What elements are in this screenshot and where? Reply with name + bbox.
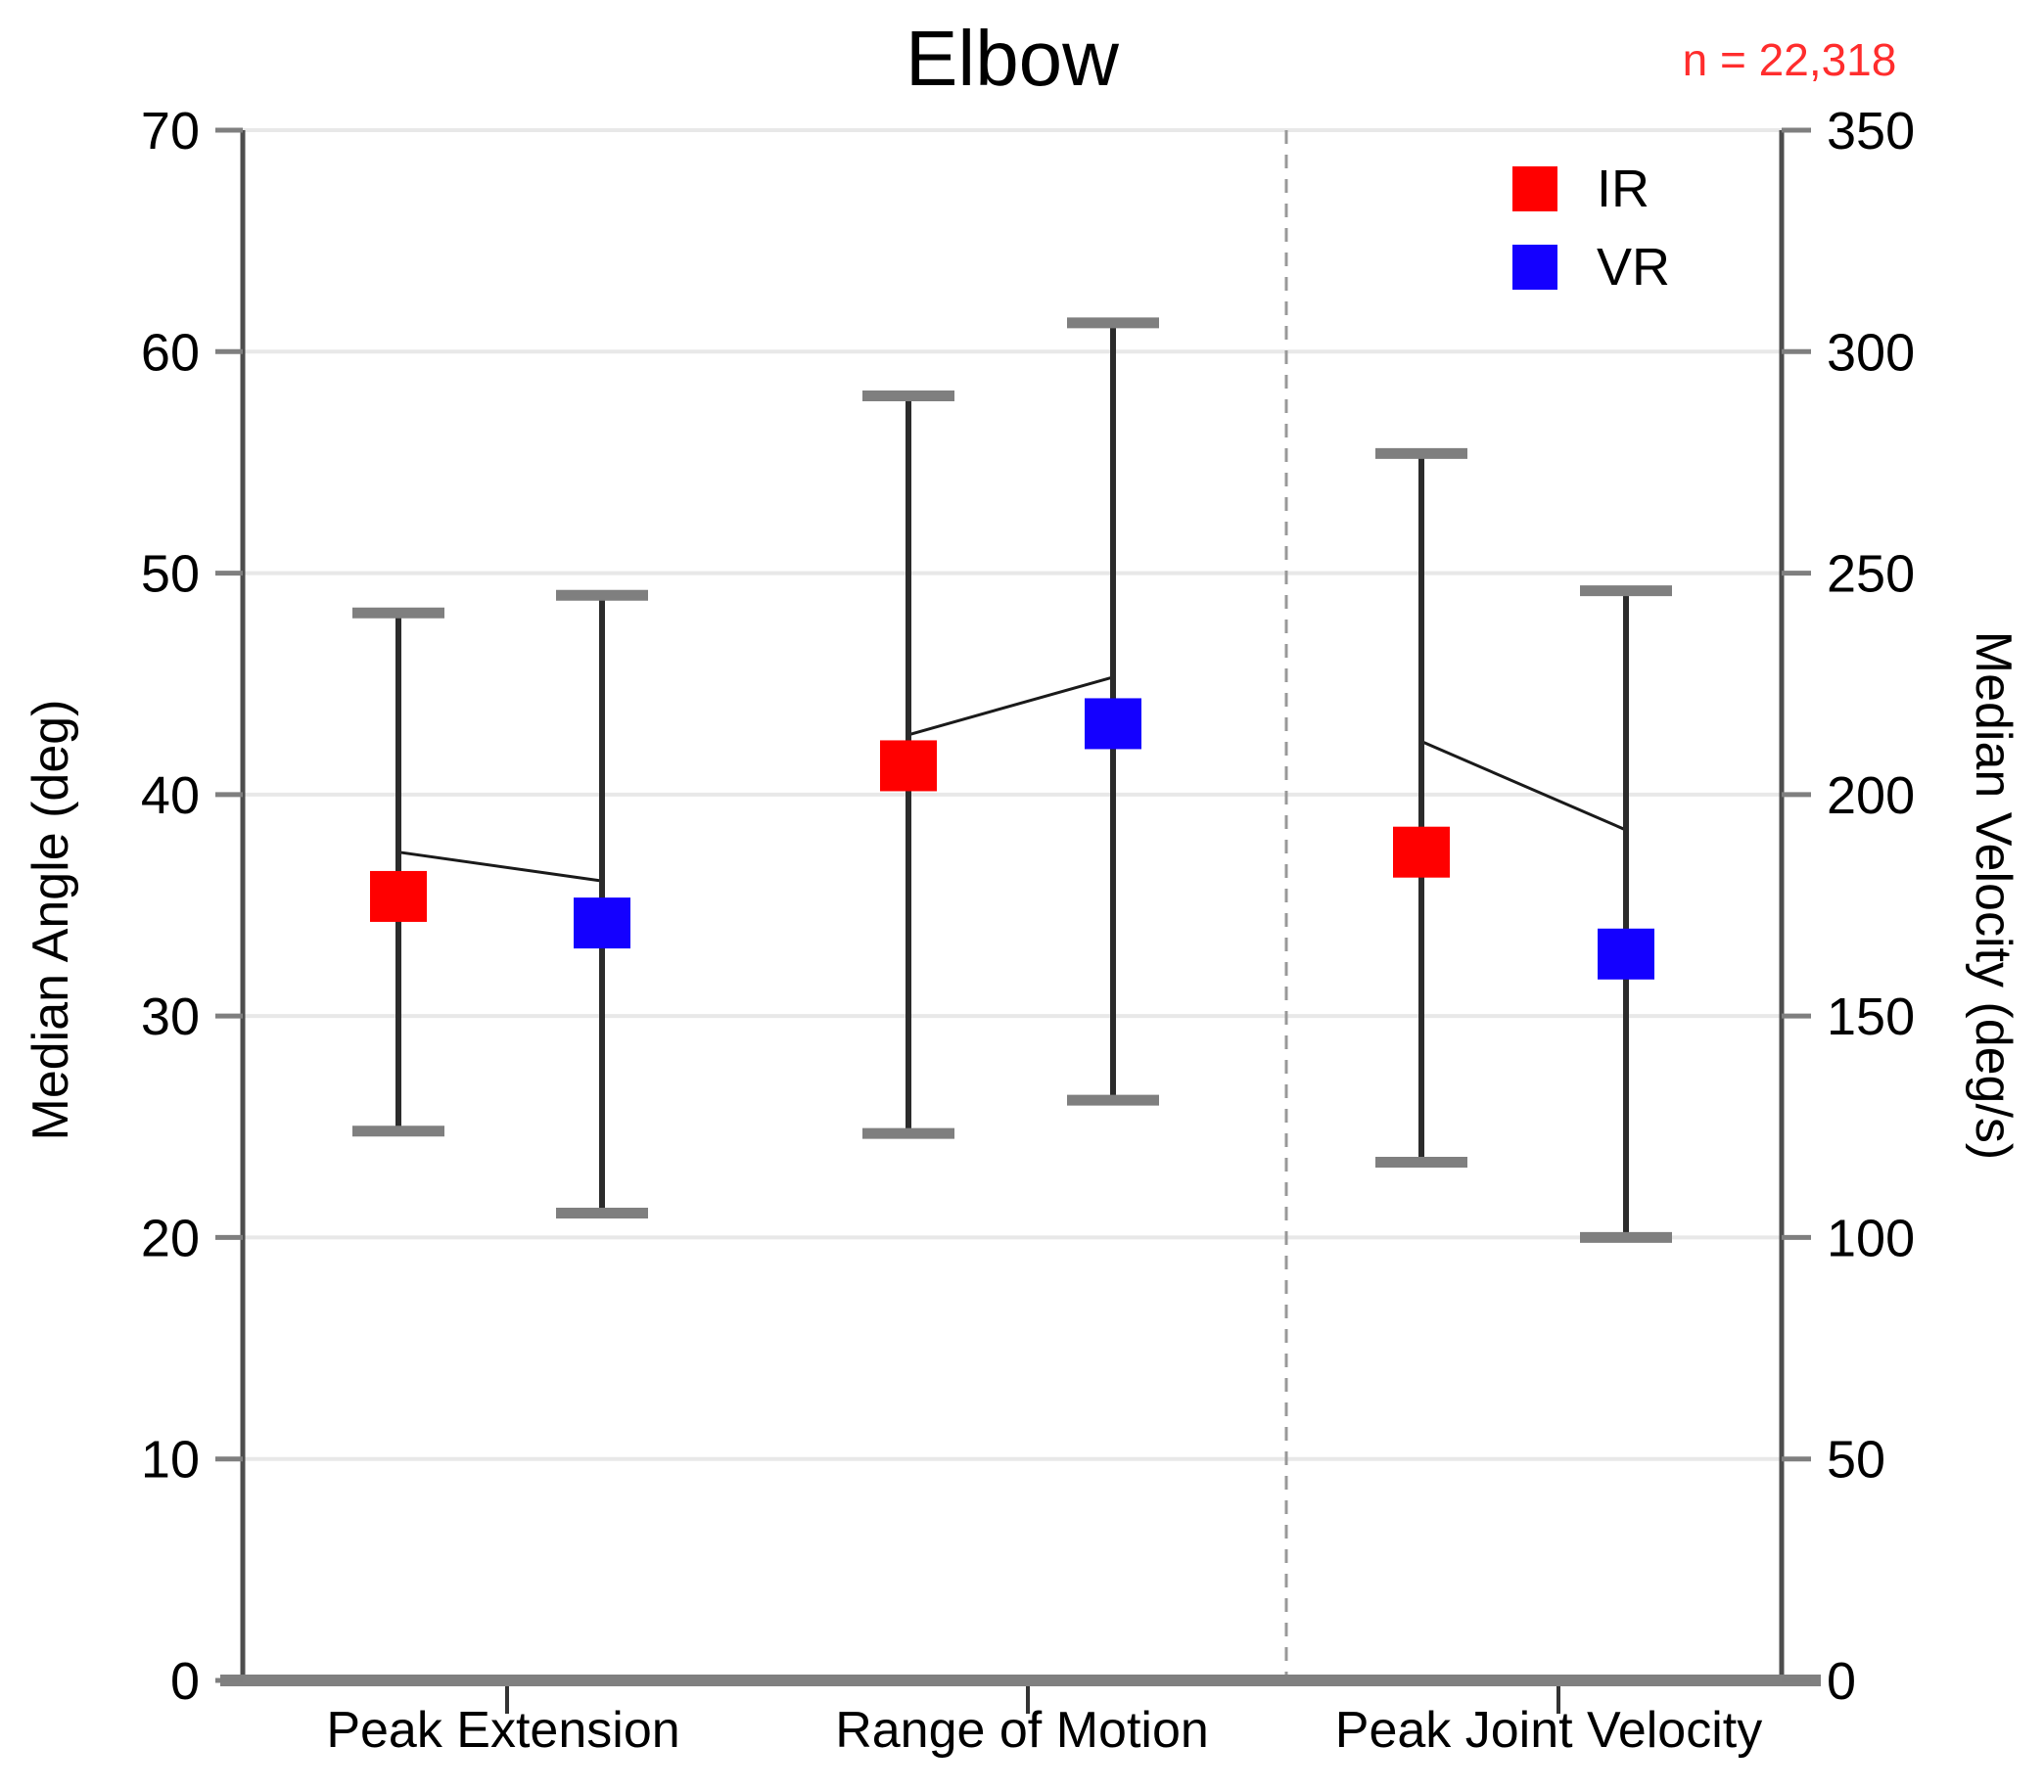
right-axis-tick-label: 150 (1827, 988, 1915, 1046)
right-axis-tick-label: 100 (1827, 1209, 1915, 1267)
pair-connector-line (907, 675, 1114, 737)
marker-vr-peak-joint-velocity (1598, 928, 1654, 980)
left-axis-tick-label: 60 (141, 323, 200, 382)
legend: IR VR (1512, 160, 1671, 297)
legend-label-ir: IR (1597, 160, 1649, 218)
right-axis-tick-label: 200 (1827, 766, 1915, 825)
right-axis-tick-label: 350 (1827, 102, 1915, 161)
left-axis-tick-label: 20 (141, 1209, 200, 1267)
marker-ir-peak-extension (370, 870, 427, 922)
marker-vr-peak-extension (574, 897, 630, 949)
pair-connector-line (1420, 740, 1627, 832)
right-axis-tick-label: 300 (1827, 323, 1915, 382)
right-axis-tick-label: 50 (1827, 1431, 1885, 1490)
left-axis-tick-label: 40 (141, 766, 200, 825)
left-axis-tick-label: 0 (170, 1652, 200, 1711)
x-category-label-peak-extension: Peak Extension (326, 1702, 680, 1759)
pair-connector-line (397, 850, 603, 883)
x-category-label-range-of-motion: Range of Motion (835, 1702, 1209, 1759)
right-axis-tick-label: 250 (1827, 545, 1915, 604)
left-axis-tick-label: 10 (141, 1431, 200, 1490)
legend-item-ir: IR (1512, 160, 1670, 218)
legend-item-vr: VR (1512, 238, 1671, 297)
sample-size-label: n = 22,318 (1682, 34, 1897, 85)
chart-title: Elbow (906, 15, 1119, 102)
legend-label-vr: VR (1597, 238, 1671, 297)
marker-ir-peak-joint-velocity (1393, 826, 1450, 878)
marker-vr-range-of-motion (1085, 698, 1141, 750)
left-axis-tick-label: 70 (141, 102, 200, 161)
left-axis-tick-label: 50 (141, 545, 200, 604)
left-axis-tick-label: 30 (141, 988, 200, 1046)
ir-legend-swatch-icon (1512, 166, 1557, 211)
right-axis-tick-label: 0 (1827, 1652, 1856, 1711)
marker-ir-range-of-motion (880, 740, 937, 792)
x-category-label-peak-joint-velocity: Peak Joint Velocity (1334, 1702, 1763, 1759)
vr-legend-swatch-icon (1512, 245, 1557, 290)
